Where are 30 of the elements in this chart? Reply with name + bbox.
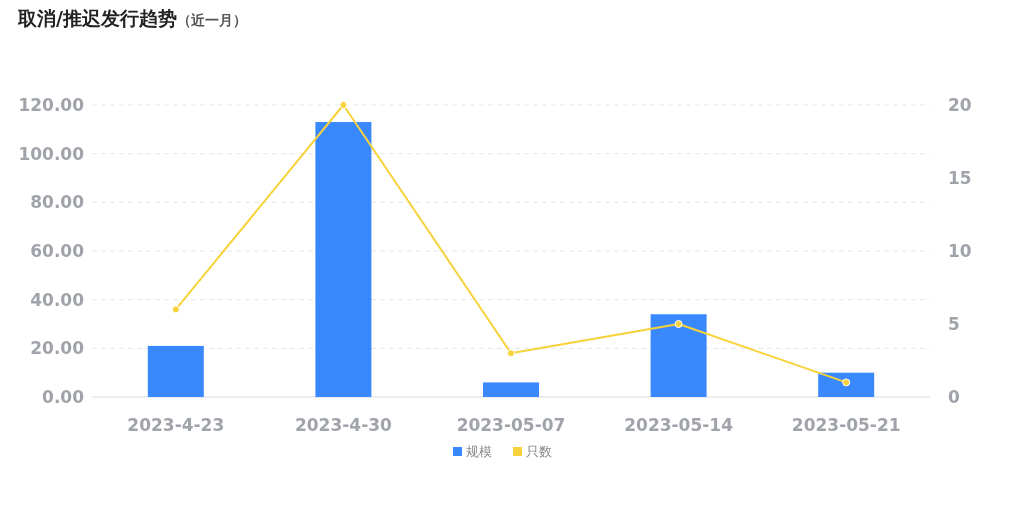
point — [171, 305, 180, 314]
bar — [315, 122, 372, 397]
bar — [483, 382, 539, 397]
point — [339, 101, 348, 109]
point — [507, 349, 515, 358]
y2-tick-label: 20 — [948, 95, 972, 115]
legend-label: 只数 — [526, 444, 552, 459]
y-tick-label: 40.00 — [30, 289, 85, 310]
x-tick-label: 2023-05-07 — [456, 415, 566, 435]
x-tick-label: 2023-05-14 — [624, 415, 734, 435]
x-tick-label: 2023-4-23 — [127, 415, 225, 435]
y2-tick-label: 5 — [948, 314, 960, 334]
point — [674, 320, 683, 328]
y-tick-label: 120.00 — [18, 95, 85, 115]
y-tick-label: 100.00 — [18, 143, 85, 164]
y2-tick-label: 10 — [948, 241, 972, 261]
y-tick-label: 80.00 — [30, 192, 85, 213]
bar — [818, 372, 875, 397]
y-tick-label: 20.00 — [30, 338, 85, 359]
x-tick-label: 2023-4-30 — [294, 415, 393, 435]
bar — [147, 345, 204, 397]
y-tick-label: 0.00 — [42, 387, 85, 407]
x-tick-label: 2023-05-21 — [791, 415, 901, 435]
y-tick-label: 60.00 — [30, 241, 85, 261]
y2-tick-label: 15 — [948, 168, 972, 188]
chart-subtitle: （近一月） — [176, 12, 247, 28]
point — [842, 378, 851, 387]
legend-label: 规模 — [466, 444, 492, 459]
bar — [650, 314, 707, 397]
y2-tick-label: 0 — [948, 387, 960, 407]
